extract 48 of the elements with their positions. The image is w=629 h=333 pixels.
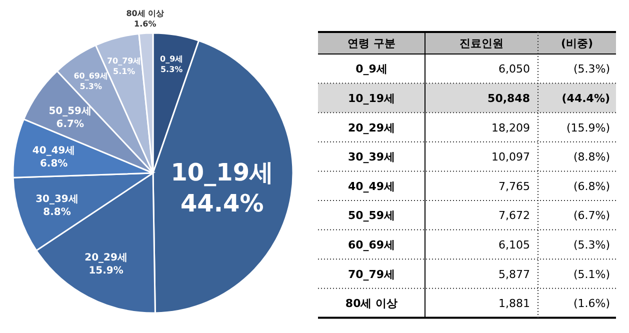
data-label: 5.3% <box>80 82 102 92</box>
category-label: 진료인원 <box>460 37 504 50</box>
text: (1.6%) <box>573 297 610 310</box>
data-label: 5.1% <box>113 66 136 76</box>
text: 6,105 <box>498 238 530 252</box>
text: 1,881 <box>498 297 530 310</box>
text: 10,097 <box>492 150 530 164</box>
slice-label: 0_9세 <box>160 54 184 64</box>
category-label: 80세 이상 <box>345 297 398 310</box>
slice-label: 80세 이상 <box>126 8 164 18</box>
category-label: (비중) <box>560 37 594 50</box>
slice-label: 10_19세 <box>170 158 274 186</box>
text: (6.8%) <box>573 180 610 193</box>
slice-label: 20_29세 <box>84 252 128 264</box>
category-label: 40_49세 <box>348 180 396 193</box>
data-label: 8.8% <box>43 207 71 218</box>
text: (44.4%) <box>562 92 610 105</box>
text: (5.1%) <box>573 268 610 281</box>
text: (6.7%) <box>573 209 610 222</box>
data-label: 5.3% <box>160 64 183 74</box>
slice-label: 70_79세 <box>106 56 142 66</box>
category-label: 30_39세 <box>348 150 396 164</box>
data-label: 1.6% <box>134 19 156 28</box>
category-label: 20_29세 <box>348 121 396 134</box>
data-label: 44.4% <box>180 190 264 218</box>
data-label: 15.9% <box>88 266 124 277</box>
text: 7,765 <box>498 180 530 193</box>
text: 6,050 <box>498 62 530 76</box>
category-label: 10_19세 <box>348 92 396 105</box>
text: (15.9%) <box>566 121 610 134</box>
category-label: 0_9세 <box>356 62 388 76</box>
text: 5,877 <box>498 268 530 281</box>
text: 50,848 <box>488 92 530 105</box>
slice-label: 40_49세 <box>32 145 76 156</box>
data-label: 6.8% <box>40 158 68 170</box>
category-label: 50_59세 <box>348 209 396 222</box>
text: 7,672 <box>498 209 530 222</box>
data-label: 6.7% <box>56 119 84 130</box>
text: 18,209 <box>492 121 530 134</box>
slice-label: 30_39세 <box>36 194 78 206</box>
text: (8.8%) <box>573 150 610 164</box>
category-label: 70_79세 <box>348 268 396 281</box>
text: (5.3%) <box>573 238 610 252</box>
category-label: 연령 구분 <box>348 37 396 50</box>
text: (5.3%) <box>573 62 610 76</box>
slice-label: 50_59세 <box>48 106 92 118</box>
slice-label: 60_69세 <box>74 72 108 81</box>
category-label: 60_69세 <box>348 238 396 252</box>
